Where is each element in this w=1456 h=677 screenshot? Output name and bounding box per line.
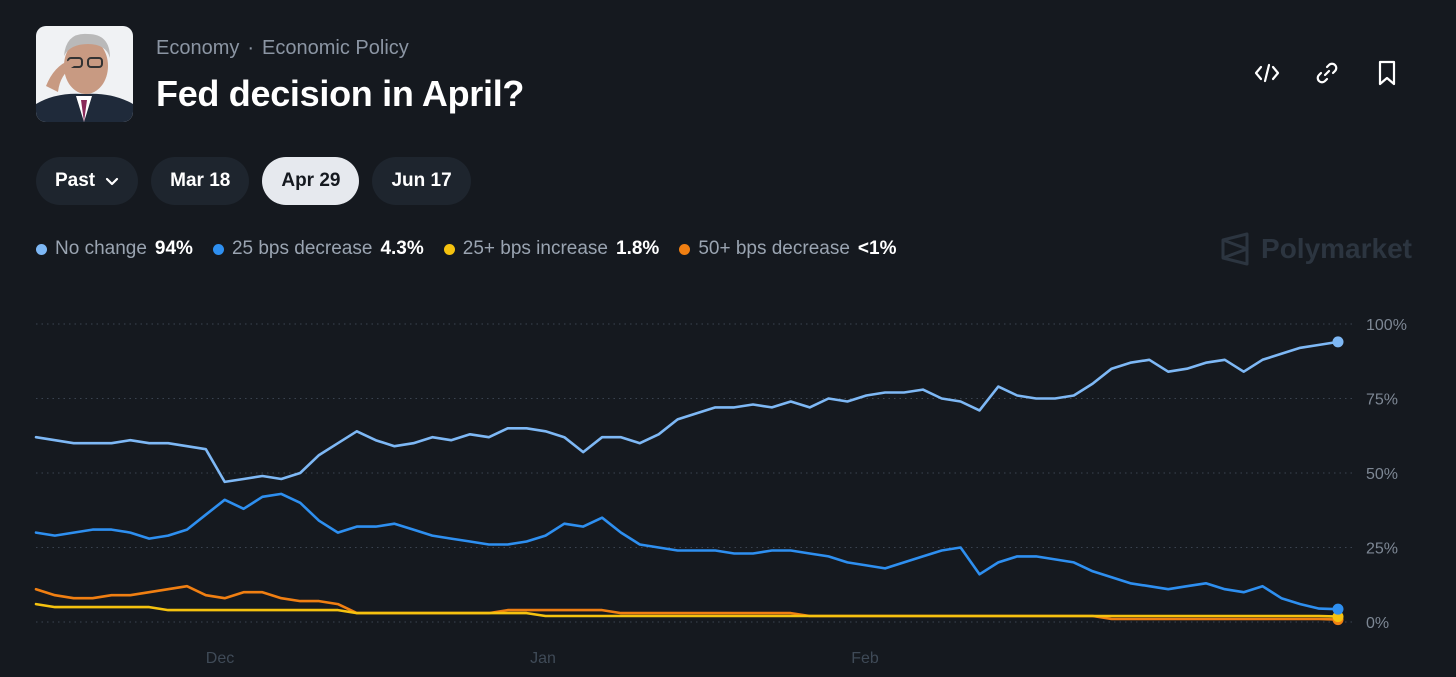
legend-dot-no-change <box>36 243 47 255</box>
x-tick-label: Feb <box>851 650 879 667</box>
tab-mar-18[interactable]: Mar 18 <box>151 157 250 205</box>
legend-value: 4.3% <box>380 238 424 259</box>
x-tick-label: Jan <box>530 650 556 667</box>
polymarket-icon <box>1221 232 1249 266</box>
legend-item-no-change: No change 94% <box>36 238 193 260</box>
tab-past[interactable]: Past <box>36 157 139 205</box>
x-tick-label: Dec <box>206 650 234 667</box>
legend-name: 25+ bps increase <box>462 238 608 259</box>
y-tick-label: 0% <box>1366 615 1389 632</box>
legend-value: 1.8% <box>616 238 660 259</box>
y-tick-label: 50% <box>1366 466 1398 483</box>
legend-value: <1% <box>857 238 897 259</box>
y-tick-label: 25% <box>1366 541 1398 558</box>
chevron-down-icon <box>105 177 119 186</box>
series-end-dot-0 <box>1332 336 1344 348</box>
breadcrumb-separator: · <box>247 37 255 59</box>
embed-icon[interactable] <box>1254 58 1280 88</box>
market-avatar <box>36 26 133 122</box>
legend-item-25-decrease: 25 bps decrease 4.3% <box>212 238 424 260</box>
probability-chart: 0% 25% 50% 75% 100% Dec Jan Feb <box>34 317 1407 667</box>
series-end-dot-1 <box>1332 603 1344 615</box>
legend-item-25-increase: 25+ bps increase 1.8% <box>443 238 660 260</box>
y-tick-label: 100% <box>1366 317 1407 334</box>
page-title: Fed decision in April? <box>156 73 525 114</box>
series-line-1 <box>34 492 1340 611</box>
link-icon[interactable] <box>1314 58 1340 88</box>
series-line-2 <box>34 602 1340 618</box>
breadcrumb-subcategory[interactable]: Economic Policy <box>262 37 409 59</box>
polymarket-logo: Polymarket <box>1219 232 1412 266</box>
legend-value: 94% <box>154 238 193 259</box>
legend-name: 50+ bps decrease <box>698 238 850 259</box>
legend-name: No change <box>55 238 147 259</box>
date-tabs: Past Mar 18 Apr 29 Jun 17 <box>36 157 471 205</box>
legend-dot-25-increase <box>443 243 455 255</box>
legend-name: 25 bps decrease <box>231 238 373 259</box>
tab-past-label: Past <box>55 170 96 191</box>
bookmark-icon[interactable] <box>1374 58 1400 88</box>
legend-item-50-decrease: 50+ bps decrease <1% <box>679 238 896 260</box>
series-line-0 <box>34 340 1340 484</box>
y-tick-label: 75% <box>1366 392 1398 409</box>
brand-name: Polymarket <box>1261 233 1412 264</box>
chart-legend: No change 94% 25 bps decrease 4.3% 25+ b… <box>36 238 896 260</box>
series-line-3 <box>34 584 1340 621</box>
legend-dot-25-decrease <box>212 243 224 255</box>
action-bar <box>1254 58 1400 88</box>
legend-dot-50-decrease <box>679 243 691 255</box>
breadcrumb-category[interactable]: Economy <box>156 37 240 59</box>
tab-apr-29[interactable]: Apr 29 <box>262 157 360 205</box>
breadcrumb: Economy · Economic Policy <box>156 37 409 60</box>
tab-jun-17[interactable]: Jun 17 <box>372 157 471 205</box>
